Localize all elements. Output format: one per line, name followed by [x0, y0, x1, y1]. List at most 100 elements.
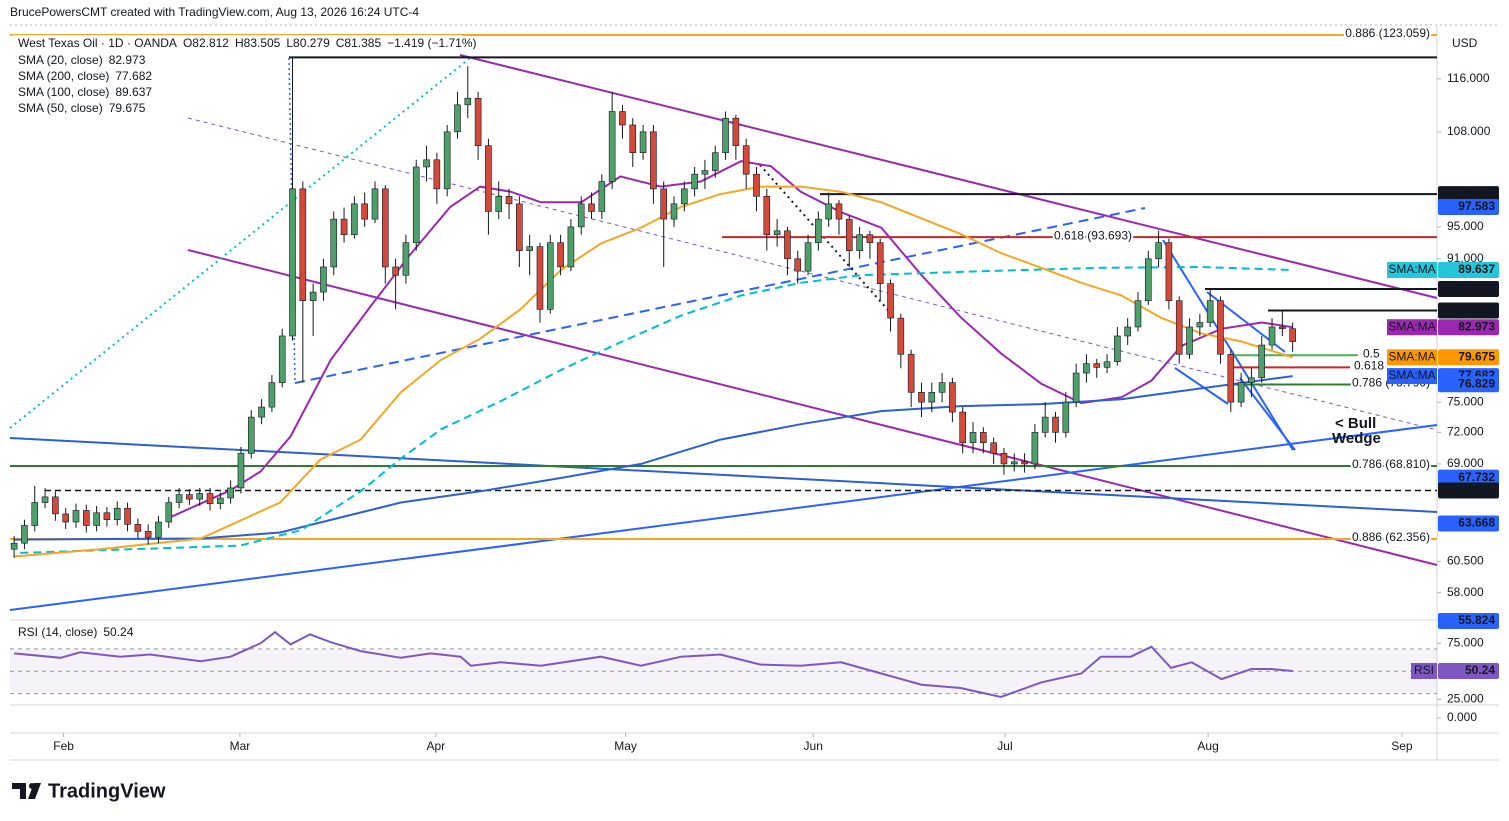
candle-body: [1072, 372, 1080, 403]
candle-body: [402, 242, 410, 276]
y-tick-label: 0.000: [1447, 710, 1477, 724]
candle-body: [938, 382, 946, 393]
price-label: 97.583: [1458, 199, 1495, 213]
legend-name: SMA (50, close): [18, 101, 103, 115]
candle-body: [464, 97, 472, 106]
candle-body: [1083, 363, 1090, 374]
candle-body: [1093, 363, 1101, 368]
price-label-box: [1438, 349, 1499, 366]
candle-body: [186, 494, 193, 500]
price-label-name: SMA:MA: [1388, 349, 1435, 363]
candle-body: [557, 242, 564, 268]
candle-body: [175, 494, 183, 503]
y-tick-label: 108.000: [1447, 124, 1491, 138]
rsi-tag-box: [1411, 662, 1437, 679]
candle-body: [382, 188, 389, 268]
indicator-line: [14, 630, 1293, 699]
legend-bg: [12, 35, 462, 53]
candle-body: [1227, 353, 1235, 403]
candle-body: [320, 266, 327, 293]
logo-mark: [29, 783, 35, 789]
candle-body: [928, 391, 936, 403]
y-tick-label: 75.000: [1447, 394, 1484, 408]
candle-body: [227, 487, 234, 499]
price-label-box: [1438, 376, 1499, 393]
price-label: 82.973: [1458, 319, 1495, 333]
x-tick-label: Jul: [997, 739, 1012, 753]
candle-body: [588, 203, 595, 212]
price-label: 89.637: [1458, 262, 1495, 276]
candle-body: [1145, 258, 1152, 301]
y-tick-label: 60.500: [1447, 554, 1484, 568]
candle-body: [711, 152, 719, 171]
x-tick-label: Aug: [1197, 739, 1218, 753]
candle-body: [31, 502, 39, 526]
candle-body: [206, 493, 214, 504]
y-tick-label: 75.000: [1447, 635, 1484, 649]
candle-body: [670, 203, 678, 220]
candle-body: [990, 442, 997, 454]
candle-body: [52, 496, 59, 515]
wedge-line: [1174, 367, 1229, 405]
candle-body: [330, 218, 338, 268]
trendline: [459, 54, 1438, 299]
candle-body: [1134, 300, 1142, 328]
candle-body: [1031, 432, 1039, 465]
candle-body: [433, 159, 441, 190]
legend-name: SMA (200, close): [18, 69, 109, 83]
candle-body: [732, 117, 740, 146]
level-label: 0.886 (123.059): [1345, 26, 1430, 40]
price-label: 87.364: [1458, 281, 1495, 295]
candle-body: [825, 203, 832, 220]
candle-body: [742, 145, 750, 175]
level-label: 0.618: [1354, 359, 1384, 373]
candle-body: [268, 382, 276, 408]
candle-body: [1010, 461, 1018, 465]
legend-value: C81.385: [336, 36, 382, 50]
candle-body: [526, 246, 533, 251]
candle-body: [454, 104, 461, 133]
y-tick-label: 58.000: [1447, 585, 1484, 599]
x-tick-label: Apr: [426, 739, 445, 753]
annotation: Wedge: [1332, 430, 1381, 447]
y-tick-label: 116.000: [1447, 71, 1490, 85]
candle-body: [41, 496, 49, 503]
candle-body: [278, 335, 286, 383]
annotation: < Bull: [1335, 415, 1376, 432]
legend-value: 89.637: [115, 85, 152, 99]
candle-body: [804, 242, 812, 272]
price-label: 55.824: [1458, 613, 1495, 627]
level-label: 0.786 (68.810): [1352, 457, 1430, 471]
candle-body: [361, 203, 368, 220]
candle-body: [753, 173, 760, 197]
level-label: 0.886 (62.356): [1352, 530, 1430, 544]
candle-body: [485, 145, 492, 212]
wedge-line: [1162, 239, 1294, 451]
candle-body: [1217, 300, 1224, 355]
candle-body: [155, 521, 162, 538]
candle-body: [1268, 326, 1276, 346]
level-label: 0.618 (93.693): [1054, 228, 1132, 242]
rsi-tag: RSI: [1414, 663, 1434, 677]
candle-body: [516, 203, 523, 251]
candle-body: [1165, 242, 1173, 301]
price-label: 79.675: [1458, 349, 1495, 363]
candle-body: [835, 203, 843, 220]
candle-body: [887, 283, 894, 319]
x-tick-label: May: [614, 739, 637, 753]
candle-body: [567, 226, 575, 268]
legend-value: H83.505: [235, 36, 281, 50]
legend-name: SMA (20, close): [18, 53, 103, 67]
credit: BrucePowersCMT created with TradingView.…: [10, 5, 419, 19]
candle-body: [784, 230, 791, 260]
candle-body: [907, 353, 915, 393]
candle-body: [196, 493, 204, 500]
candle-body: [1186, 326, 1193, 355]
price-label-box: [1438, 613, 1499, 630]
x-tick-label: Mar: [230, 739, 251, 753]
candle-body: [691, 173, 698, 190]
candle-body: [577, 203, 585, 228]
candle-body: [701, 170, 709, 175]
